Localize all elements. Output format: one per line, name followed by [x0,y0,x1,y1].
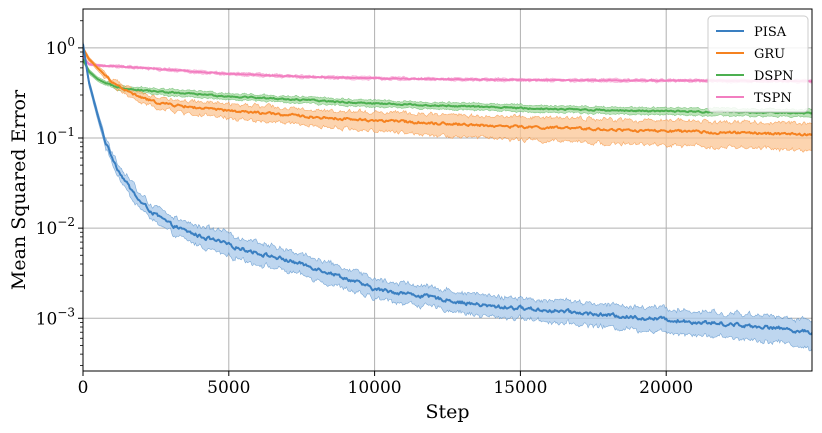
line-dspn [83,58,812,115]
y-tick-label: 10−2 [36,215,75,239]
y-tick-base: 10 [36,129,58,149]
series-lines [83,43,812,336]
line-tspn [83,55,812,83]
x-tick-label: 20000 [639,378,693,398]
y-tick-exponent: 0 [67,35,75,49]
legend-box [707,15,809,113]
y-tick-exponent: −1 [57,125,75,139]
y-tick-exponent: −3 [57,305,75,319]
y-tick-label: 10−1 [36,125,75,149]
y-tick-label: 100 [46,35,75,59]
x-axis-title: Step [425,401,469,423]
legend-label-tspn: TSPN [754,91,792,106]
plot-frame [82,8,813,372]
y-tick-base: 10 [36,219,58,239]
x-tick-label: 0 [78,378,89,398]
line-gru [83,47,812,137]
line-pisa [83,43,812,336]
band-gru [83,45,812,153]
y-tick-exponent: −2 [57,215,75,229]
band-tspn [83,54,812,84]
band-pisa [83,40,812,352]
legend-label-pisa: PISA [754,25,787,40]
x-tick-label: 5000 [207,378,250,398]
legend-label-gru: GRU [754,47,785,62]
x-tick-label: 15000 [493,378,547,398]
y-tick-label: 10−3 [36,305,75,329]
legend: PISA GRU DSPN TSPN [707,15,809,113]
y-axis-title: Mean Squared Error [8,89,30,290]
y-tick-base: 10 [36,309,58,329]
x-tick-label: 10000 [348,378,402,398]
y-tick-base: 10 [46,39,68,59]
legend-label-dspn: DSPN [754,69,793,84]
